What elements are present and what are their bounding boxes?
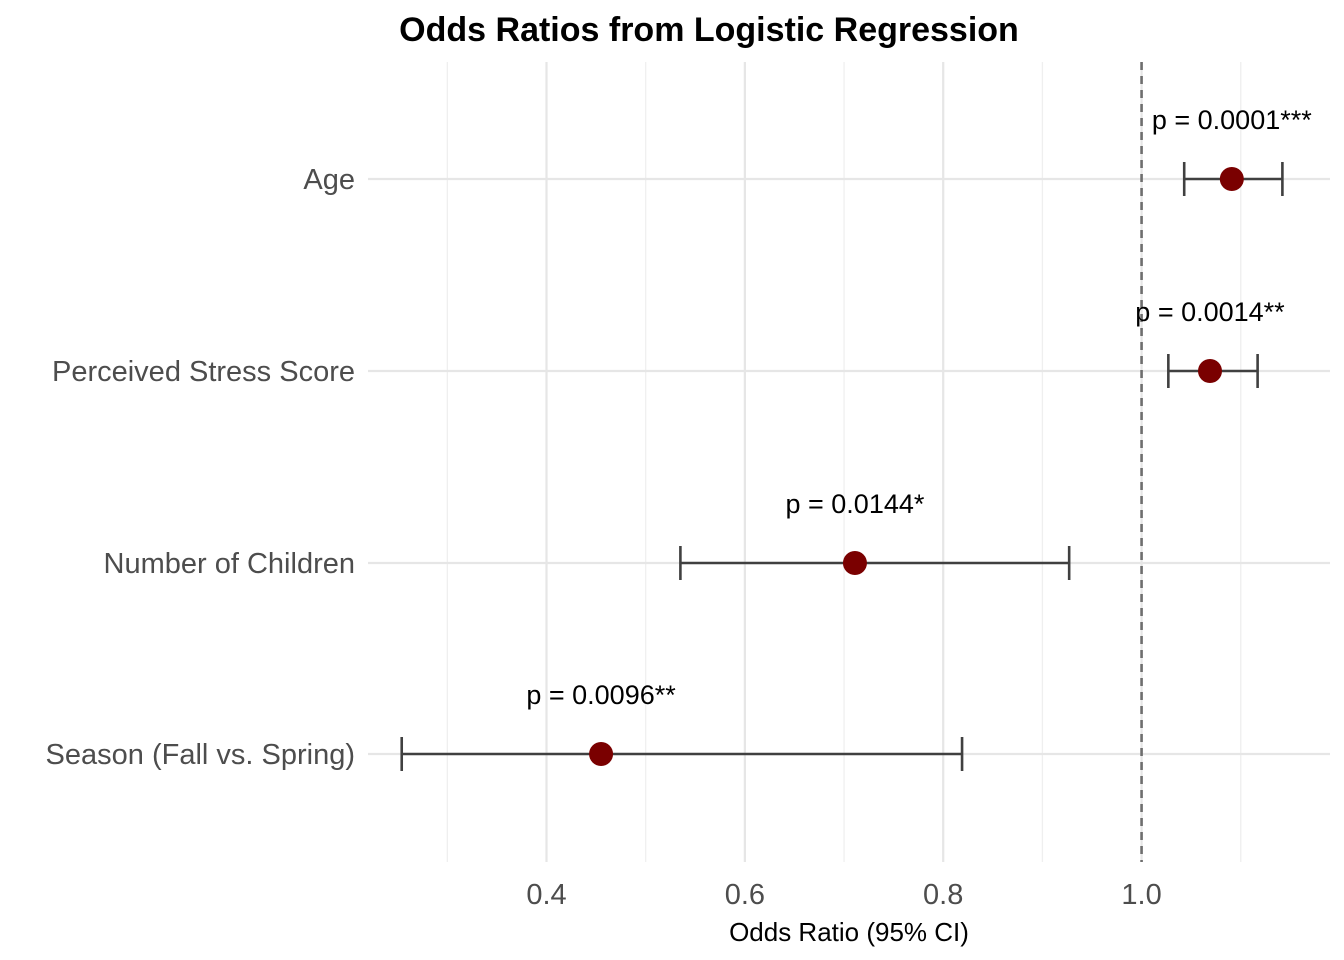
x-tick-label: 1.0: [1121, 879, 1161, 911]
p-value-label: p = 0.0144*: [786, 489, 925, 519]
estimate-point: [1197, 359, 1222, 383]
x-axis-title: Odds Ratio (95% CI): [729, 917, 969, 947]
category-label: Season (Fall vs. Spring): [46, 739, 355, 771]
p-value-label: p = 0.0001***: [1152, 105, 1312, 135]
error-bar: [400, 737, 964, 771]
labels-layer: 0.4 0.6 0.8 1.0 Age p = 0.0001*** Perceived St…: [46, 105, 1313, 911]
estimate-point: [1219, 167, 1244, 191]
x-tick-label: 0.8: [923, 879, 963, 911]
error-bar: [679, 546, 1071, 580]
estimate-point: [589, 742, 614, 766]
marks-layer: [400, 162, 1284, 771]
grid-layer: [368, 62, 1330, 862]
estimate-point: [842, 551, 867, 575]
category-label: Age: [303, 164, 355, 196]
category-label: Number of Children: [104, 548, 355, 580]
p-value-label: p = 0.0014**: [1135, 297, 1285, 327]
category-label: Perceived Stress Score: [52, 356, 355, 388]
chart-title: Odds Ratios from Logistic Regression: [399, 11, 1019, 49]
x-tick-label: 0.4: [526, 879, 566, 911]
p-value-label: p = 0.0096**: [526, 680, 676, 710]
x-tick-label: 0.6: [725, 879, 765, 911]
